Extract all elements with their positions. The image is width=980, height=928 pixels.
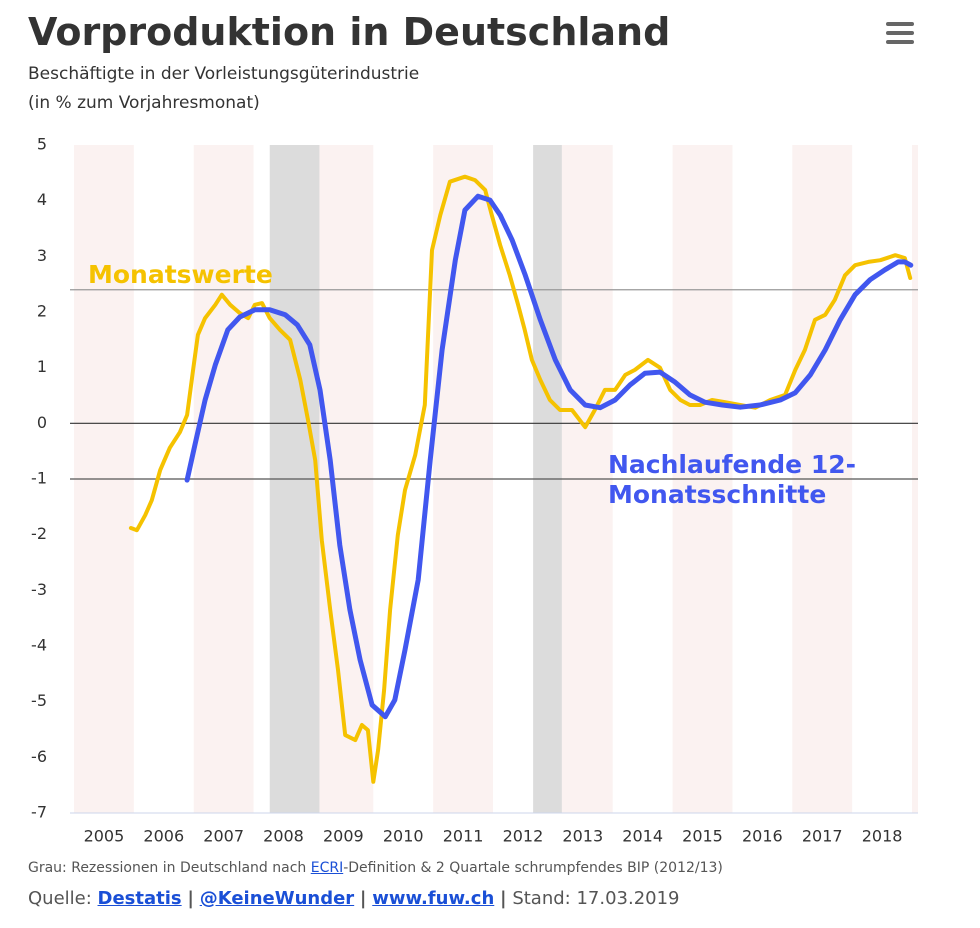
x-tick-label: 2011 (443, 827, 484, 846)
x-tick-label: 2016 (742, 827, 783, 846)
separator: | (500, 888, 507, 909)
y-tick-label: -4 (31, 636, 47, 655)
x-tick-label: 2017 (802, 827, 843, 846)
y-tick-label: -3 (31, 580, 47, 599)
y-tick-label: 3 (37, 246, 47, 265)
x-tick-label: 2015 (682, 827, 723, 846)
y-tick-label: -7 (31, 803, 47, 822)
x-tick-label: 2013 (562, 827, 603, 846)
subtitle: (in % zum Vorjahresmonat) (28, 93, 260, 113)
x-tick-label: 2014 (622, 827, 663, 846)
link[interactable]: @KeineWunder (199, 888, 355, 909)
menu-button[interactable] (886, 22, 914, 44)
stand: Stand: 17.03.2019 (512, 888, 680, 909)
source: Quelle: Destatis | @KeineWunder | www.fu… (28, 888, 680, 909)
series-label: Monatswerte (88, 260, 273, 289)
y-tick-label: -2 (31, 524, 47, 543)
x-tick-label: 2010 (383, 827, 424, 846)
y-tick-label: 1 (37, 357, 47, 376)
link[interactable]: ECRI (310, 860, 344, 876)
separator: | (359, 888, 367, 909)
y-tick-label: -1 (31, 469, 47, 488)
series-label: Nachlaufende 12-Monatsschnitte (608, 450, 856, 509)
y-tick-label: 4 (37, 190, 47, 209)
note: Grau: Rezessionen in Deutschland nach EC… (28, 860, 723, 876)
separator: | (187, 888, 194, 909)
note-text: -Definition & 2 Quartale schrumpfendes B… (343, 860, 723, 876)
x-tick-label: 2009 (323, 827, 364, 846)
chart-title: Vorproduktion in Deutschland (28, 10, 671, 54)
year-band (912, 145, 918, 813)
x-tick-label: 2012 (503, 827, 544, 846)
y-tick-label: 5 (37, 135, 47, 154)
note-text: Grau: Rezessionen in Deutschland nach (28, 860, 311, 876)
y-tick-label: 2 (37, 302, 47, 321)
x-tick-label: 2007 (203, 827, 244, 846)
x-tick-label: 2005 (84, 827, 125, 846)
subtitle: Beschäftigte in der Vorleistungsgüterind… (28, 64, 420, 84)
link[interactable]: Destatis (97, 888, 182, 909)
y-tick-label: 0 (37, 413, 47, 432)
x-tick-label: 2008 (263, 827, 304, 846)
source-label: Quelle: (28, 888, 92, 909)
x-tick-label: 2018 (862, 827, 903, 846)
series-line (184, 193, 914, 720)
link[interactable]: www.fuw.ch (372, 888, 495, 909)
x-tick-label: 2006 (143, 827, 184, 846)
y-tick-label: -5 (31, 691, 47, 710)
y-tick-label: -6 (31, 747, 47, 766)
